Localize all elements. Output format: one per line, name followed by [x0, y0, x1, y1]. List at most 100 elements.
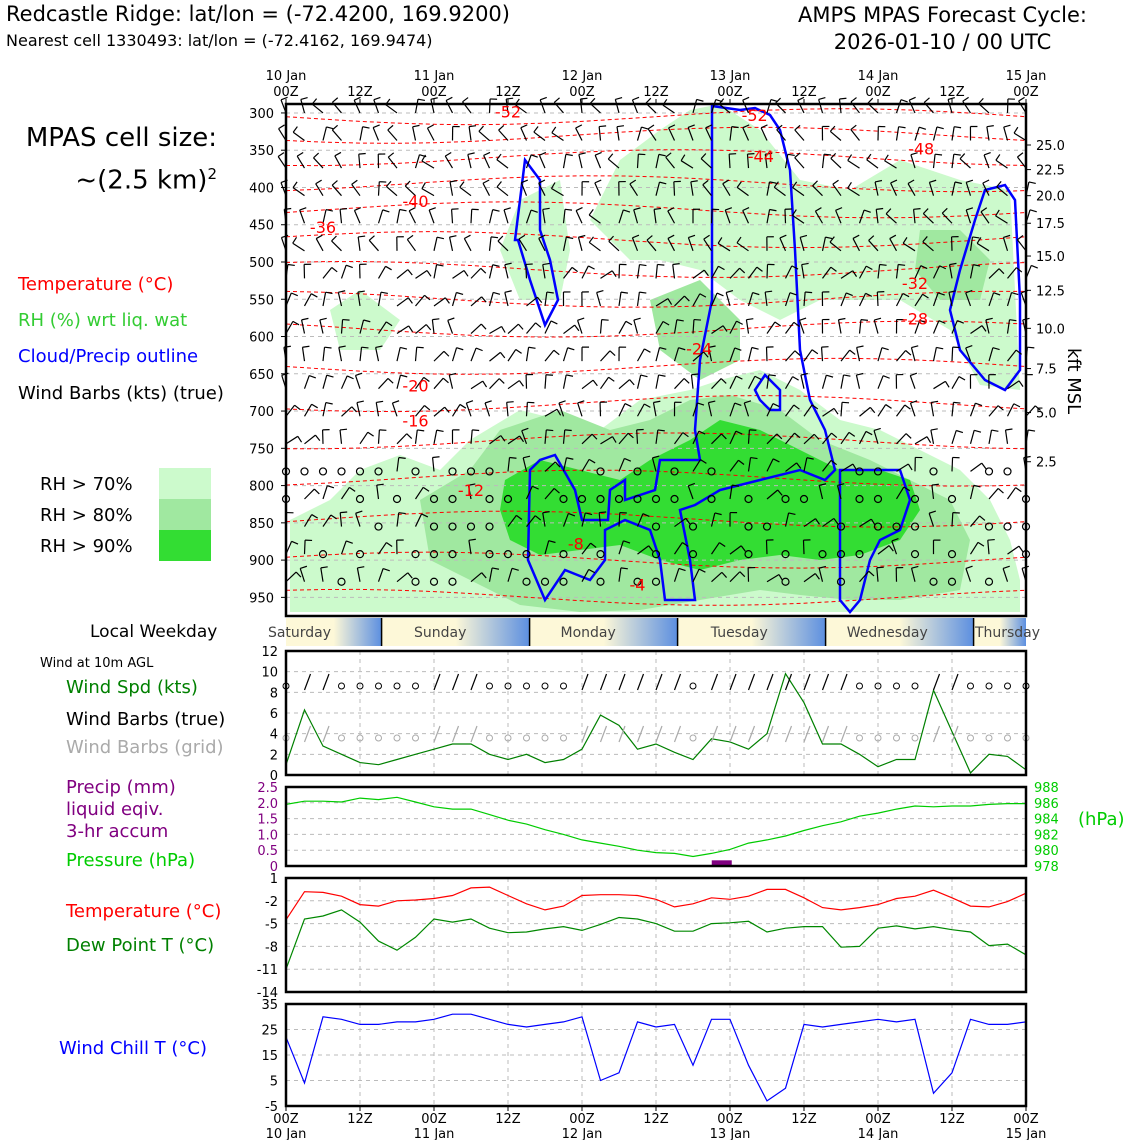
wind-barb-staff — [618, 321, 627, 334]
wind-barb-feather — [542, 207, 550, 211]
wind-barb-feather — [939, 265, 947, 270]
wind-barb-feather — [616, 125, 625, 128]
wind-barb-staff — [468, 540, 472, 555]
wind-barb-staff — [608, 240, 620, 252]
wind-barb-staff — [766, 433, 778, 445]
wind-barb-feather — [824, 153, 832, 156]
wind-barb-staff — [928, 513, 935, 527]
wind-barb-staff — [488, 567, 493, 582]
isotherm-label: -44 — [748, 147, 774, 166]
wind-barb-staff — [377, 292, 382, 307]
wind-barb-staff — [674, 542, 683, 555]
wind-barb-staff — [488, 236, 492, 251]
wind-barb-staff — [562, 374, 567, 389]
calm-wind-circle — [559, 577, 568, 586]
wind-barb-feather — [869, 407, 876, 414]
wind-barb-staff — [340, 540, 347, 555]
wind-barb-feather — [812, 180, 818, 187]
wind-barb-staff — [303, 514, 313, 527]
wind-barb-feather — [373, 96, 381, 101]
wind-barb-feather — [334, 151, 342, 157]
wind-barb-staff — [377, 209, 384, 224]
wind-barb-feather — [742, 124, 750, 129]
wind-barb-feather — [392, 400, 400, 404]
wind-barb-feather — [517, 323, 524, 330]
wind-barb-staff — [618, 567, 622, 582]
wind-barb-staff — [747, 292, 754, 307]
wind-barb-staff — [558, 402, 565, 417]
wind-barb-staff — [538, 182, 546, 196]
wind-barb-staff — [840, 292, 847, 307]
wind-barb-staff — [736, 186, 749, 197]
wind-barb-feather — [315, 234, 323, 240]
wind-barb-staff — [710, 512, 716, 527]
wind-barb-staff — [690, 181, 694, 196]
wind-barb-staff — [932, 154, 936, 169]
bottom-time-date: 12 Jan — [562, 1127, 603, 1140]
wind-speed-line — [285, 672, 1027, 774]
wind-barb-staff — [840, 270, 854, 279]
wind-barb-staff — [563, 266, 573, 279]
wind-barb-staff — [412, 126, 417, 141]
wind-barb-feather — [357, 566, 365, 569]
height-tick-label: 2.5 — [1036, 456, 1057, 471]
wind-barb-staff — [729, 375, 737, 389]
wind-barb-feather — [578, 234, 586, 238]
wind-barb-feather — [981, 462, 987, 470]
wind-barb-feather — [467, 152, 475, 156]
pressure-tick-label: 980 — [1034, 844, 1059, 859]
wind-barb-staff — [503, 209, 509, 224]
wind-barb-feather — [376, 400, 384, 404]
calm-grid-wind-circle — [985, 734, 993, 742]
wind-barb-feather — [667, 207, 675, 212]
calm-wind-circle — [300, 467, 309, 476]
wind-barb-staff — [896, 433, 907, 445]
wind-barb-staff — [785, 404, 795, 417]
wind-barb-staff — [655, 347, 661, 362]
precip-panel-frame — [284, 785, 1028, 868]
calm-wind-circle — [855, 494, 864, 504]
wind-barb-feather — [888, 545, 894, 552]
wind-barb-staff — [711, 542, 720, 555]
wind-barb-staff — [895, 486, 905, 500]
wind-barb-feather — [463, 270, 469, 277]
wind-barb-staff — [1007, 380, 1020, 390]
wind-barb-feather — [331, 235, 337, 242]
wind-barb-feather — [852, 270, 858, 277]
wind-barb-staff — [746, 154, 750, 169]
wind-barb-staff — [581, 512, 586, 527]
wind-barbs-upper — [277, 96, 1041, 586]
calm-grid-wind-circle — [893, 734, 900, 742]
calm-wind-circle — [836, 522, 846, 531]
wind-barb-feather — [291, 292, 298, 297]
height-tick-label: 12.5 — [1036, 284, 1065, 299]
wind-barb-staff — [665, 156, 675, 169]
wind-barb-feather — [523, 455, 531, 459]
isotherm-label: -12 — [458, 481, 484, 500]
wind-barb-feather — [659, 181, 667, 185]
forecast-cycle-date: 2026-01-10 / 00 UTC — [833, 30, 1052, 54]
wind-barb-staff — [821, 375, 827, 389]
bottom-time-hour: 12Z — [791, 1112, 817, 1127]
wind-barb-feather — [1011, 291, 1019, 296]
wind-barb-feather — [714, 512, 722, 516]
wind-barb-staff — [877, 404, 887, 417]
calm-wind-circle — [596, 467, 605, 476]
wind-barb-staff — [359, 431, 369, 445]
wind-barb-staff — [618, 540, 624, 555]
wind-barb-staff — [876, 567, 879, 582]
wind-barb-feather — [643, 403, 651, 408]
wind-barb-feather — [315, 179, 322, 185]
cloud-outline — [838, 468, 912, 614]
wind-barb-feather — [800, 372, 808, 376]
wind-barb-staff — [313, 157, 324, 169]
wind-barb-feather — [965, 289, 973, 294]
calm-wind-circle — [892, 522, 901, 531]
wind-barb-feather — [956, 429, 964, 434]
wind-barb-staff — [618, 403, 626, 417]
wind-barb-feather — [432, 456, 440, 459]
wind-barb-feather — [1028, 181, 1036, 185]
wind-barb-feather — [436, 264, 444, 267]
wind-barb-feather — [385, 321, 393, 327]
wind-barb-staff — [858, 319, 862, 334]
